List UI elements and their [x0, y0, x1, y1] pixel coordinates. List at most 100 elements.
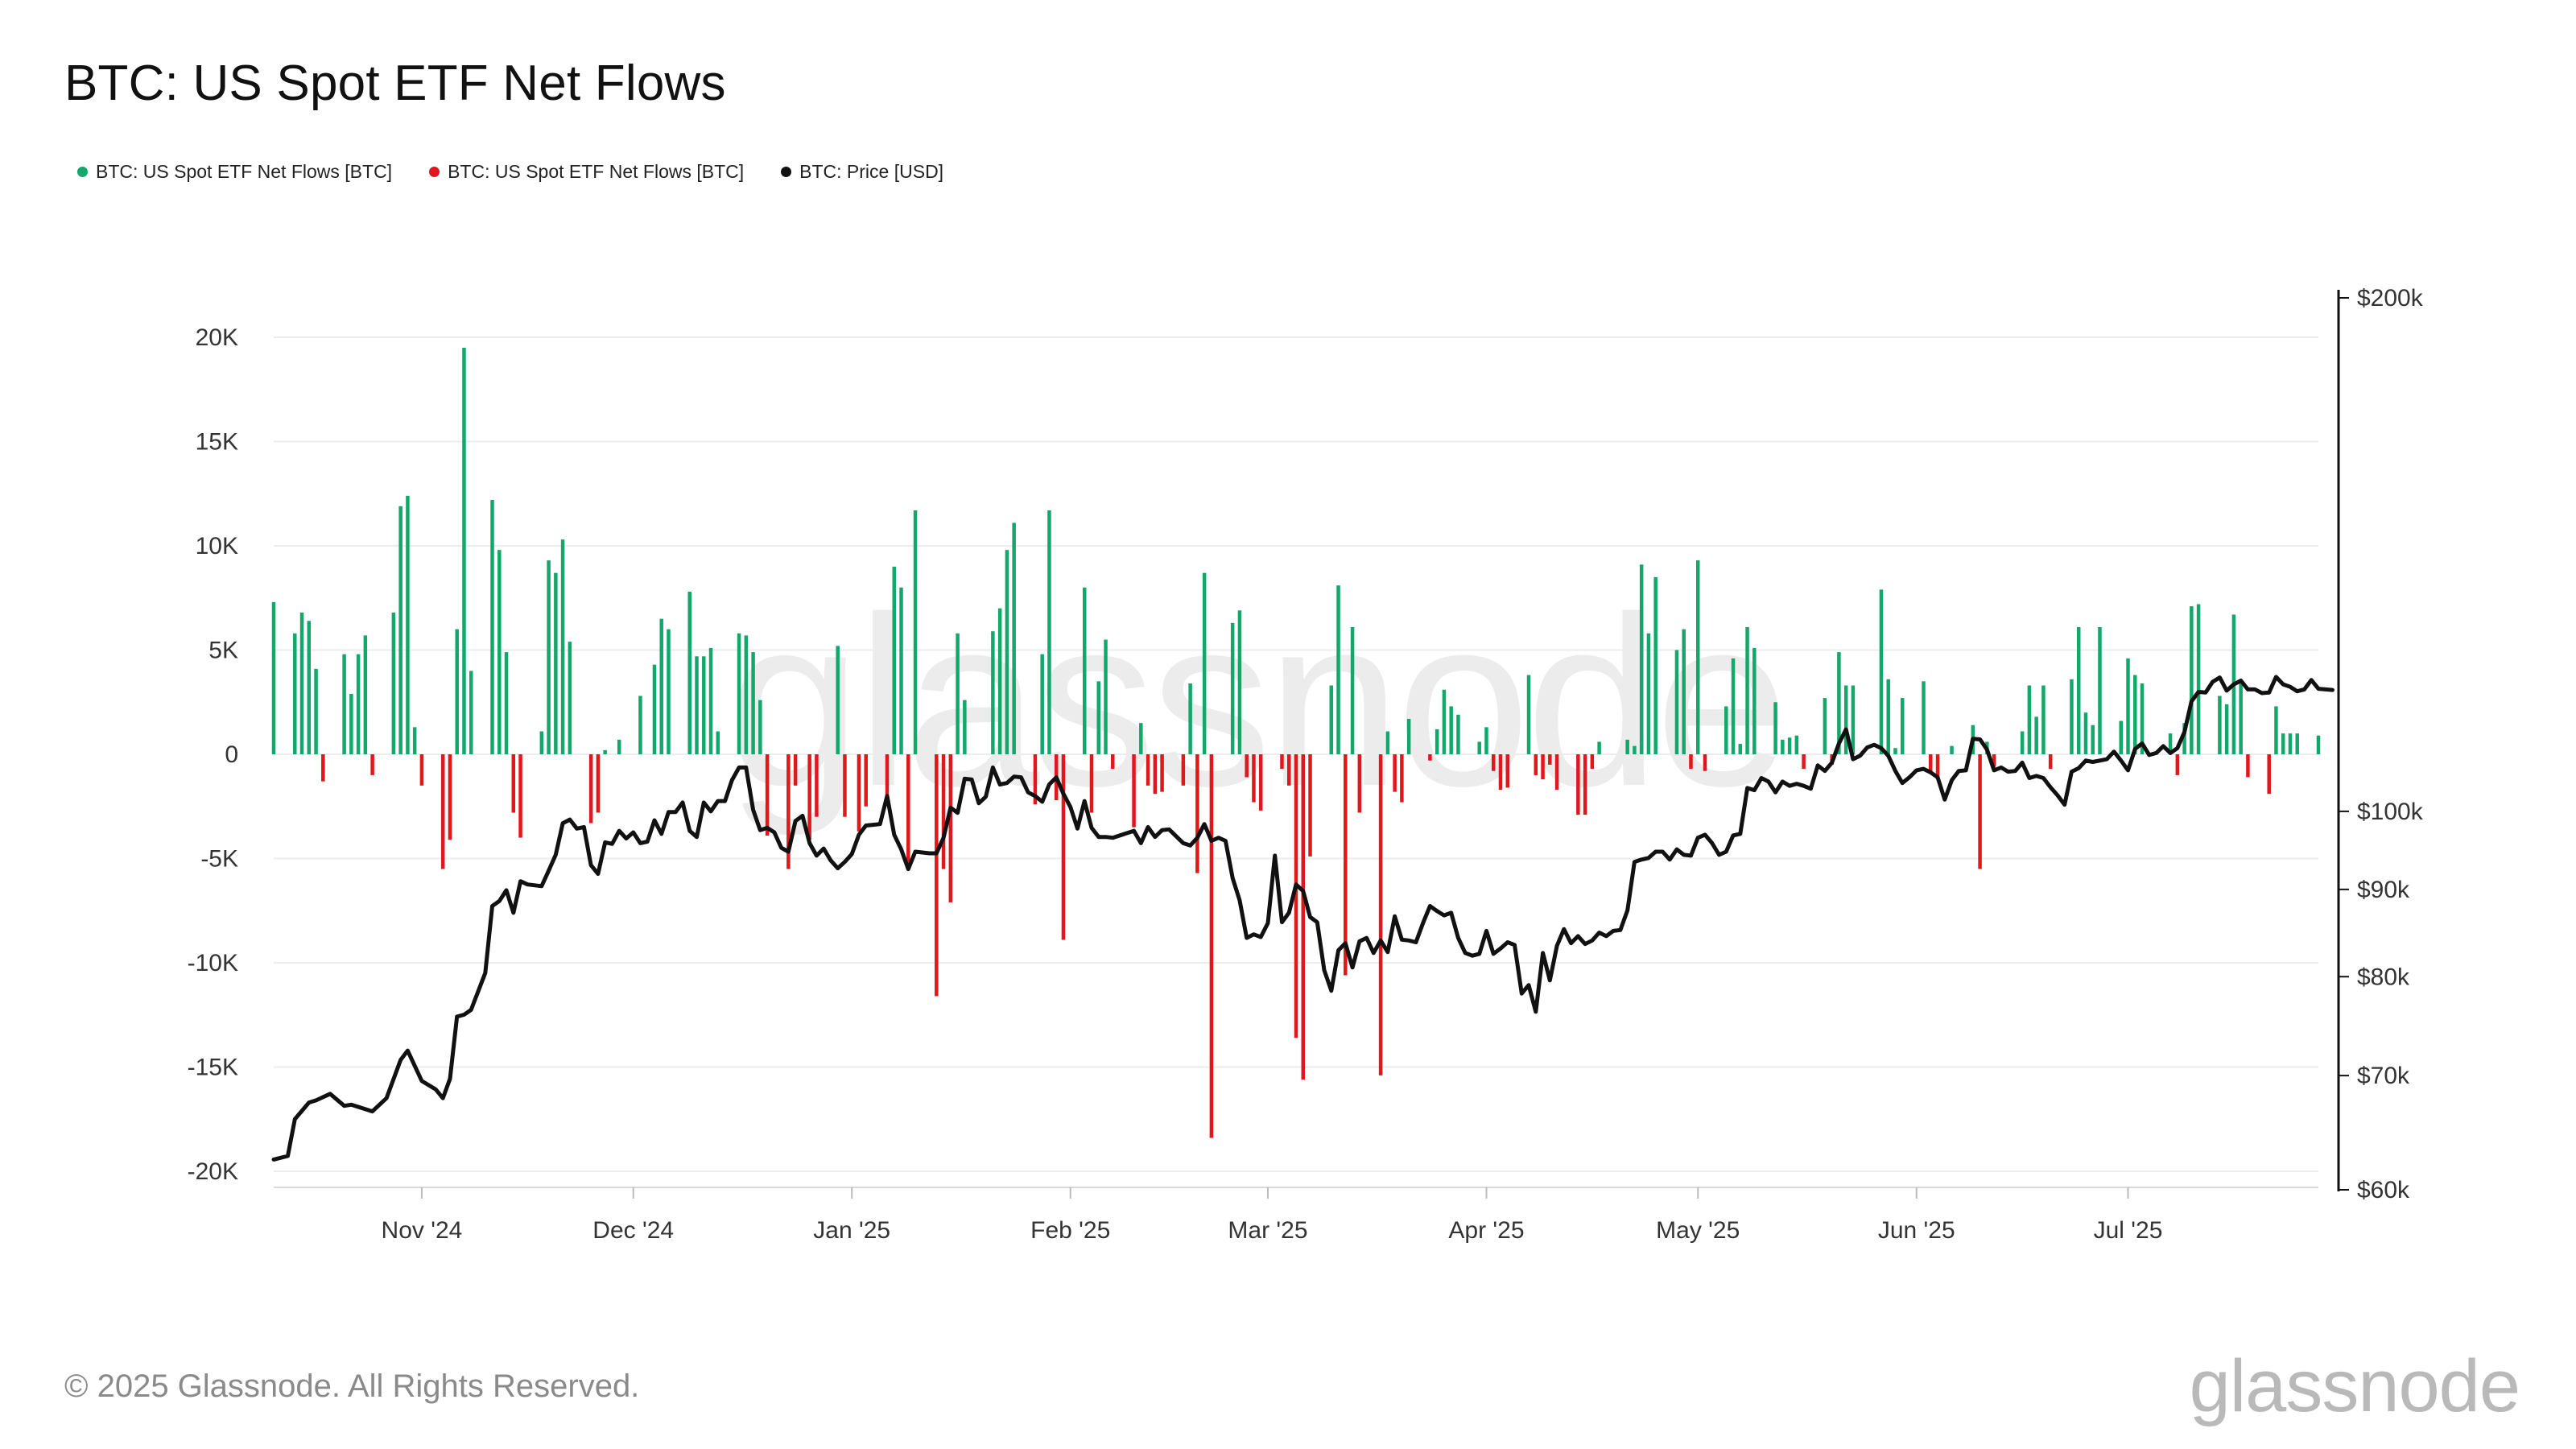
inflow-bar: [716, 731, 720, 754]
inflow-bar: [1202, 572, 1207, 754]
outflow-bar: [1703, 754, 1707, 771]
inflow-bar: [892, 566, 897, 754]
outflow-bar: [1576, 754, 1580, 815]
inflow-bar: [1773, 702, 1777, 754]
inflow-bar: [652, 664, 657, 754]
inflow-bar: [913, 510, 918, 754]
inflow-bar: [1674, 650, 1679, 754]
outflow-bar: [1294, 754, 1298, 1038]
outflow-bar: [596, 754, 601, 813]
inflow-bar: [997, 608, 1002, 754]
outflow-bar: [1505, 754, 1510, 788]
inflow-bar: [1745, 627, 1749, 754]
outflow-bar: [518, 754, 522, 838]
outflow-bar: [815, 754, 819, 817]
inflow-bar: [2020, 731, 2025, 754]
inflow-bar: [737, 633, 741, 754]
y-left-tick-label: 0: [225, 741, 238, 768]
outflow-bar: [2175, 754, 2180, 775]
inflow-bar: [349, 693, 353, 754]
outflow-bar: [1498, 754, 1503, 791]
inflow-bar: [2295, 733, 2299, 754]
inflow-bar: [1442, 689, 1447, 754]
outflow-bar: [419, 754, 424, 786]
inflow-bar: [617, 739, 621, 754]
outflow-bar: [1195, 754, 1199, 873]
outflow-bar: [864, 754, 868, 807]
legend: BTC: US Spot ETF Net Flows [BTC] BTC: US…: [77, 161, 943, 183]
inflow-bar: [299, 612, 304, 754]
y-left-tick-label: 20K: [196, 324, 238, 351]
outflow-bar: [2246, 754, 2250, 778]
inflow-bar: [2041, 685, 2046, 754]
inflow-bar: [702, 656, 706, 754]
outflow-bar: [793, 754, 798, 786]
inflow-bar: [1406, 718, 1411, 754]
inflow-bar: [708, 647, 713, 754]
outflow-bar: [807, 754, 811, 840]
inflow-bar: [1851, 685, 1856, 754]
outflow-bar: [885, 754, 890, 796]
outflow-bar: [1111, 754, 1115, 770]
outflow-bar: [1252, 754, 1256, 803]
outflow-bar: [1929, 754, 1933, 774]
x-tick-label: Dec '24: [592, 1217, 674, 1244]
inflow-bar: [1526, 675, 1531, 754]
y-right-tick-label: $100k: [2357, 799, 2424, 825]
y-right-tick-label: $90k: [2357, 877, 2410, 903]
outflow-bar: [948, 754, 953, 902]
x-tick-label: May '25: [1656, 1217, 1740, 1244]
y-left-tick-label: -10K: [188, 950, 238, 976]
outflow-bar: [1400, 754, 1404, 803]
y-left-tick-label: -5K: [200, 846, 238, 873]
outflow-bar: [1308, 754, 1312, 857]
inflow-bar: [398, 506, 402, 754]
inflow-bar: [1047, 510, 1051, 754]
inflow-bar: [2218, 696, 2222, 754]
inflow-bar: [539, 731, 544, 754]
inflow-bar: [1950, 745, 1954, 754]
inflow-bar: [687, 591, 692, 754]
inflow-bar: [1139, 723, 1143, 754]
chart-title: BTC: US Spot ETF Net Flows: [64, 56, 726, 111]
x-tick-label: Nov '24: [382, 1217, 463, 1244]
inflow-bar: [271, 601, 276, 754]
inflow-bar: [1188, 683, 1192, 754]
x-tick-label: Jan '25: [813, 1217, 890, 1244]
inflow-bar: [497, 550, 502, 754]
copyright-footer: © 2025 Glassnode. All Rights Reserved.: [64, 1368, 640, 1404]
inflow-bar: [1329, 685, 1334, 754]
outflow-bar: [1541, 754, 1545, 780]
inflow-bar: [695, 656, 699, 754]
y-left-tick-label: 5K: [208, 638, 238, 664]
inflow-bar: [2119, 720, 2124, 754]
inflow-bar: [751, 652, 755, 754]
y-left-tick-label: 15K: [196, 429, 238, 456]
outflow-bar: [1378, 754, 1383, 1075]
outflow-bar: [1935, 754, 1940, 780]
outflow-bar: [1061, 754, 1066, 940]
outflow-bar: [1344, 754, 1348, 976]
outflow-bar: [1689, 754, 1693, 770]
legend-item-inflows[interactable]: BTC: US Spot ETF Net Flows [BTC]: [77, 161, 392, 183]
y-right-tick-label: $80k: [2357, 964, 2410, 990]
outflow-bar: [1590, 754, 1595, 770]
x-tick-label: Feb '25: [1030, 1217, 1110, 1244]
outflow-bar: [1181, 754, 1186, 786]
inflow-bar: [1449, 706, 1453, 754]
inflow-bar: [2281, 733, 2285, 754]
legend-item-price[interactable]: BTC: Price [USD]: [781, 161, 943, 183]
inflow-bar: [314, 668, 318, 754]
inflow-bar: [504, 652, 509, 754]
inflow-bar: [2091, 724, 2095, 754]
legend-item-outflows[interactable]: BTC: US Spot ETF Net Flows [BTC]: [429, 161, 744, 183]
y-right-tick-label: $60k: [2357, 1177, 2410, 1203]
inflow-bar: [899, 587, 903, 754]
inflow-bar: [2316, 735, 2321, 754]
x-tick-label: Jul '25: [2094, 1217, 2163, 1244]
y-left-tick-label: -15K: [188, 1055, 238, 1081]
outflow-bar: [1802, 754, 1806, 770]
legend-dot-black: [781, 167, 792, 177]
outflow-bar: [448, 754, 452, 840]
outflow-bar: [935, 754, 939, 997]
